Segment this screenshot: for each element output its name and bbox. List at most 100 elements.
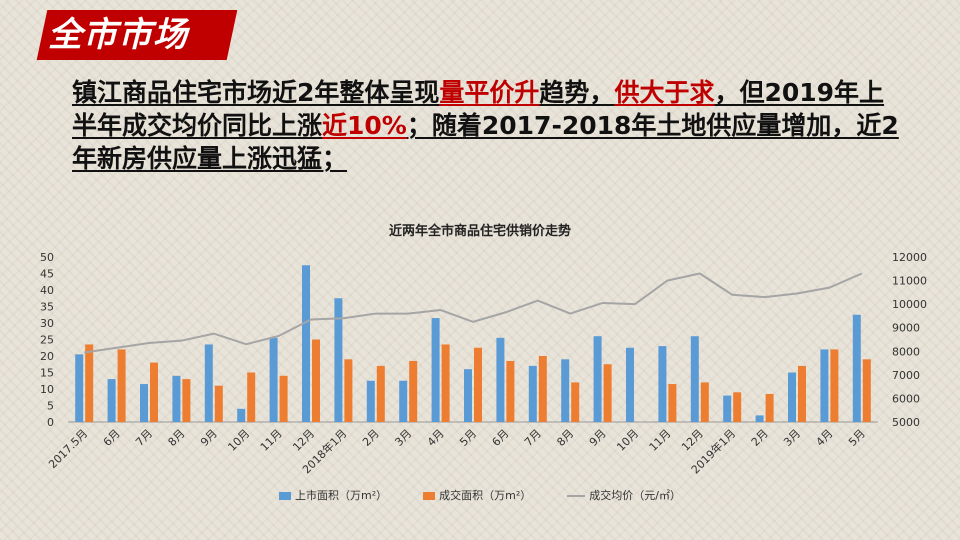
x-tick-label: 3月 [781,427,803,449]
y-left-tick-label: 20 [40,350,54,363]
sales-bar [830,349,839,422]
sales-bar [182,379,191,422]
supply-bar [788,372,796,422]
sales-bar [474,347,482,422]
sales-bar [441,344,450,422]
headline-highlight: 供大于求 [614,78,715,107]
x-tick-label: 5月 [846,427,868,449]
y-left-tick-label: 5 [47,400,54,413]
x-tick-label: 9月 [198,427,220,449]
y-left-tick-label: 15 [40,367,54,380]
x-tick-label: 10月 [614,427,641,454]
y-right-tick-label: 6000 [892,392,920,405]
y-left-tick-label: 50 [40,251,54,264]
sales-bar [85,344,94,422]
supply-bar [690,336,699,422]
supply-bar [496,337,505,422]
supply-bar [528,365,537,422]
y-right-tick-label: 9000 [892,322,920,335]
x-tick-label: 7月 [522,427,544,449]
y-left-tick-label: 25 [40,334,54,347]
sales-bar [214,385,223,422]
sales-bar [798,365,806,422]
supply-bar [237,408,246,422]
price-line [84,272,863,354]
x-tick-label: 7月 [133,427,155,449]
x-tick-label: 2月 [749,427,771,449]
sales-bar [506,360,515,422]
headline-segment: 镇江商品住宅市场近2年整体呈现 [72,78,440,107]
headline-segment: 趋势， [539,78,615,107]
sales-bar [409,360,418,422]
supply-bar [561,359,570,422]
sales-bar [733,392,742,422]
headline-text: 镇江商品住宅市场近2年整体呈现量平价升趋势，供大于求，但2019年上半年成交均价… [72,76,902,175]
x-tick-label: 4月 [814,427,836,449]
legend-label: 成交均价（元/㎡） [589,489,681,502]
supply-bar [723,395,732,422]
legend-label: 上市面积（万m²） [295,489,388,502]
x-tick-label: 2017.5月 [46,427,90,471]
x-tick-label: 5月 [457,427,479,449]
legend-swatch [567,495,586,497]
x-tick-label: 4月 [425,427,447,449]
sales-bar [312,339,320,422]
x-tick-label: 8月 [166,427,188,449]
supply-bar [431,318,440,422]
sales-bar [765,393,774,422]
sales-bar [538,356,547,422]
page-title: 全市市场 [48,15,188,55]
y-right-tick-label: 11000 [892,275,927,288]
supply-bar [107,379,116,422]
sales-bar [571,382,580,422]
legend-item: 上市面积（万m²） [279,487,387,503]
supply-bar [140,384,148,422]
supply-bar [334,298,343,422]
supply-bar [172,375,181,422]
supply-bar [302,265,310,422]
y-left-tick-label: 35 [40,301,54,314]
y-left-tick-label: 0 [47,416,54,429]
headline-segment: ；随着2017-2018年土地供应量增加，近2年新房供应量上涨迅猛； [72,111,899,173]
x-tick-label: 9月 [587,427,609,449]
supply-bar [204,344,213,422]
supply-bar [366,380,375,422]
sales-bar [117,349,126,422]
supply-bar [399,380,408,422]
legend-swatch [279,492,292,500]
y-right-tick-label: 12000 [892,251,927,264]
supply-bar [658,346,667,422]
supply-bar [755,415,764,422]
sales-bar [862,359,871,422]
sales-bar [279,375,288,422]
y-left-tick-label: 10 [40,383,54,396]
sales-bar [603,364,612,422]
sales-bar [150,362,158,422]
y-right-tick-label: 5000 [892,416,920,429]
y-left-tick-label: 45 [40,268,54,281]
x-tick-label: 11月 [258,427,285,454]
sales-bar [376,365,385,422]
chart-title: 近两年全市商品住宅供销价走势 [388,224,571,239]
sales-bar [247,372,256,422]
x-tick-label: 12月 [679,427,706,454]
legend-item: 成交均价（元/㎡） [567,487,681,503]
legend-swatch [423,492,436,500]
x-tick-label: 2月 [360,427,382,449]
legend-item: 成交面积（万m²） [423,487,531,503]
supply-bar [75,354,84,422]
legend-label: 成交面积（万m²） [439,489,532,502]
sales-bar [668,384,677,422]
x-tick-label: 12月 [290,427,317,454]
supply-bar [626,347,634,422]
y-right-tick-label: 7000 [892,369,920,382]
x-tick-label: 3月 [392,427,414,449]
x-tick-label: 6月 [101,427,123,449]
y-right-tick-label: 8000 [892,345,920,358]
supply-bar [820,349,829,422]
headline-highlight: 量平价升 [439,78,540,107]
x-tick-label: 10月 [225,427,252,454]
supply-bar [269,337,278,422]
sales-bar [700,382,709,422]
x-tick-label: 8月 [554,427,576,449]
